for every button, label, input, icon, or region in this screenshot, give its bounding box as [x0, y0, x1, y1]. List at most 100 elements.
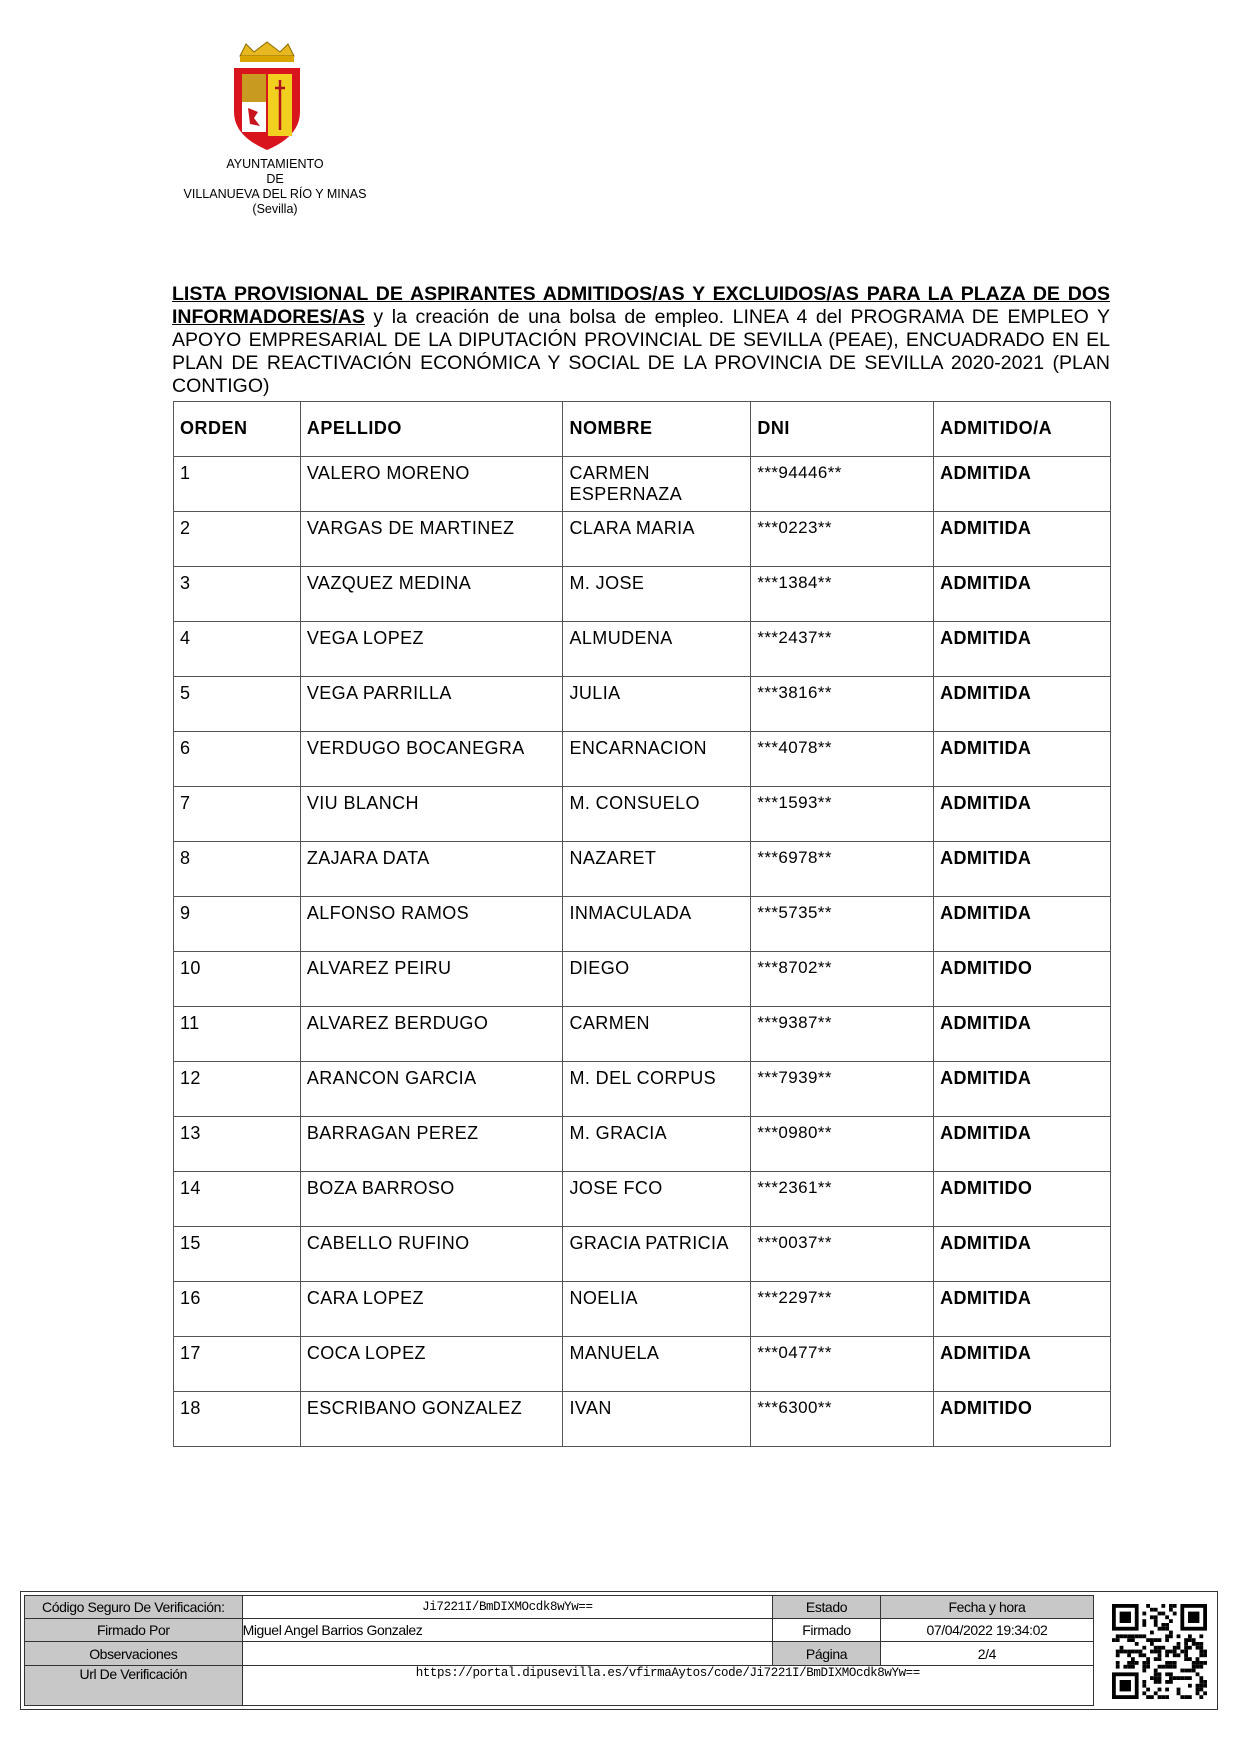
row-apellido: VIU BLANCH	[299, 786, 564, 842]
row-orden: 17	[173, 1336, 301, 1392]
row-orden: 18	[173, 1391, 301, 1447]
row-status: ADMITIDA	[933, 456, 1111, 512]
row-dni: ***94446**	[750, 456, 935, 512]
row-nombre: ENCARNACION	[562, 731, 752, 787]
table-row: 8 ZAJARA DATA NAZARET ***6978** ADMITIDA	[173, 841, 1111, 897]
table-row: 6 VERDUGO BOCANEGRA ENCARNACION ***4078** A…	[173, 731, 1111, 787]
table-row: 3 VAZQUEZ MEDINA M. JOSE ***1384** ADMITIDA	[173, 566, 1111, 622]
table-row: 5 VEGA PARRILLA JULIA ***3816** ADMITIDA	[173, 676, 1111, 732]
row-orden: 1	[173, 456, 301, 512]
row-nombre: JULIA	[562, 676, 752, 732]
organization-name: AYUNTAMIENTO DE VILLANUEVA DEL RÍO Y MIN…	[160, 157, 390, 217]
row-status: ADMITIDA	[933, 621, 1111, 677]
table-row: 4 VEGA LOPEZ ALMUDENA ***2437** ADMITIDA	[173, 621, 1111, 677]
row-nombre: M. GRACIA	[562, 1116, 752, 1172]
row-nombre: CLARA MARIA	[562, 511, 752, 567]
url-value[interactable]: https://portal.dipusevilla.es/vfirmaAyto…	[241, 1664, 1095, 1707]
row-status: ADMITIDA	[933, 511, 1111, 567]
row-apellido: COCA LOPEZ	[299, 1336, 564, 1392]
row-dni: ***1384**	[750, 566, 935, 622]
row-apellido: VERDUGO BOCANEGRA	[299, 731, 564, 787]
row-apellido: ZAJARA DATA	[299, 841, 564, 897]
row-orden: 7	[173, 786, 301, 842]
url-label: Url De Verificación	[24, 1664, 243, 1707]
pagina-label: Página	[772, 1641, 881, 1666]
row-nombre: GRACIA PATRICIA	[562, 1226, 752, 1282]
org-line: AYUNTAMIENTO	[226, 157, 324, 171]
pagina-value: 2/4	[879, 1641, 1095, 1666]
row-nombre: ALMUDENA	[562, 621, 752, 677]
table-row: 9 ALFONSO RAMOS INMACULADA ***5735** ADMITID…	[173, 896, 1111, 952]
row-nombre: CARMEN	[562, 1006, 752, 1062]
row-dni: ***6978**	[750, 841, 935, 897]
row-orden: 2	[173, 511, 301, 567]
fecha-value: 07/04/2022 19:34:02	[879, 1618, 1095, 1643]
row-apellido: VARGAS DE MARTINEZ	[299, 511, 564, 567]
table-row: 18 ESCRIBANO GONZALEZ IVAN ***6300** ADMITID…	[173, 1391, 1111, 1447]
observaciones-label: Observaciones	[24, 1641, 243, 1666]
row-nombre: JOSE FCO	[562, 1171, 752, 1227]
row-dni: ***9387**	[750, 1006, 935, 1062]
row-dni: ***5735**	[750, 896, 935, 952]
row-apellido: CABELLO RUFINO	[299, 1226, 564, 1282]
signature-table: Código Seguro De Verificación: Ji7221I/B…	[24, 1594, 1095, 1707]
row-orden: 6	[173, 731, 301, 787]
observaciones-value	[241, 1641, 774, 1666]
table-row: 16 CARA LOPEZ NOELIA ***2297** ADMITIDA	[173, 1281, 1111, 1337]
table-row: 12 ARANCON GARCIA M. DEL CORPUS ***7939** AD…	[173, 1061, 1111, 1117]
org-line: (Sevilla)	[252, 202, 298, 216]
row-dni: ***7939**	[750, 1061, 935, 1117]
row-dni: ***2297**	[750, 1281, 935, 1337]
row-apellido: BOZA BARROSO	[299, 1171, 564, 1227]
row-orden: 15	[173, 1226, 301, 1282]
row-status: ADMITIDA	[933, 1006, 1111, 1062]
title-underlined: LISTA PROVISIONAL DE ASPIRANTES ADMITIDO…	[172, 283, 1110, 328]
table-row: 17 COCA LOPEZ MANUELA ***0477** ADMITIDA	[173, 1336, 1111, 1392]
row-apellido: ALVAREZ PEIRU	[299, 951, 564, 1007]
row-dni: ***2361**	[750, 1171, 935, 1227]
table-header-row: ORDEN APELLIDO NOMBRE DNI ADMITIDO/A	[173, 401, 1111, 457]
row-orden: 4	[173, 621, 301, 677]
row-apellido: VAZQUEZ MEDINA	[299, 566, 564, 622]
table-row: 11 ALVAREZ BERDUGO CARMEN ***9387** ADMITIDA	[173, 1006, 1111, 1062]
row-apellido: VEGA LOPEZ	[299, 621, 564, 677]
row-nombre: IVAN	[562, 1391, 752, 1447]
row-status: ADMITIDA	[933, 786, 1111, 842]
row-status: ADMITIDO	[933, 951, 1111, 1007]
row-dni: ***0037**	[750, 1226, 935, 1282]
org-line: VILLANUEVA DEL RÍO Y MINAS	[183, 187, 367, 201]
table-row: 10 ALVAREZ PEIRU DIEGO ***8702** ADMITIDO	[173, 951, 1111, 1007]
row-apellido: CARA LOPEZ	[299, 1281, 564, 1337]
row-dni: ***8702**	[750, 951, 935, 1007]
row-orden: 14	[173, 1171, 301, 1227]
row-status: ADMITIDA	[933, 1281, 1111, 1337]
qr-code-icon	[1112, 1604, 1207, 1699]
row-status: ADMITIDA	[933, 731, 1111, 787]
fecha-label: Fecha y hora	[879, 1594, 1095, 1620]
table-row: 2 VARGAS DE MARTINEZ CLARA MARIA ***0223** A…	[173, 511, 1111, 567]
row-apellido: ALFONSO RAMOS	[299, 896, 564, 952]
row-dni: ***1593**	[750, 786, 935, 842]
signature-footer: Código Seguro De Verificación: Ji7221I/B…	[20, 1591, 1218, 1710]
row-nombre: INMACULADA	[562, 896, 752, 952]
row-apellido: ALVAREZ BERDUGO	[299, 1006, 564, 1062]
table-row: 15 CABELLO RUFINO GRACIA PATRICIA ***0037**…	[173, 1226, 1111, 1282]
row-dni: ***6300**	[750, 1391, 935, 1447]
row-nombre: MANUELA	[562, 1336, 752, 1392]
row-status: ADMITIDA	[933, 1226, 1111, 1282]
row-nombre: DIEGO	[562, 951, 752, 1007]
coat-of-arms-icon	[234, 41, 300, 150]
row-orden: 8	[173, 841, 301, 897]
col-orden: ORDEN	[173, 401, 301, 457]
col-admitido: ADMITIDO/A	[933, 401, 1111, 457]
estado-value: Firmado	[772, 1618, 881, 1643]
document-title: LISTA PROVISIONAL DE ASPIRANTES ADMITIDO…	[172, 283, 1110, 398]
row-orden: 10	[173, 951, 301, 1007]
row-dni: ***0980**	[750, 1116, 935, 1172]
row-nombre: M. JOSE	[562, 566, 752, 622]
row-status: ADMITIDA	[933, 1061, 1111, 1117]
row-orden: 3	[173, 566, 301, 622]
title-rest: y la creación de una bolsa de empleo. LI…	[172, 306, 1110, 397]
row-apellido: VALERO MORENO	[299, 456, 564, 512]
table-row: 7 VIU BLANCH M. CONSUELO ***1593** ADMITIDA	[173, 786, 1111, 842]
